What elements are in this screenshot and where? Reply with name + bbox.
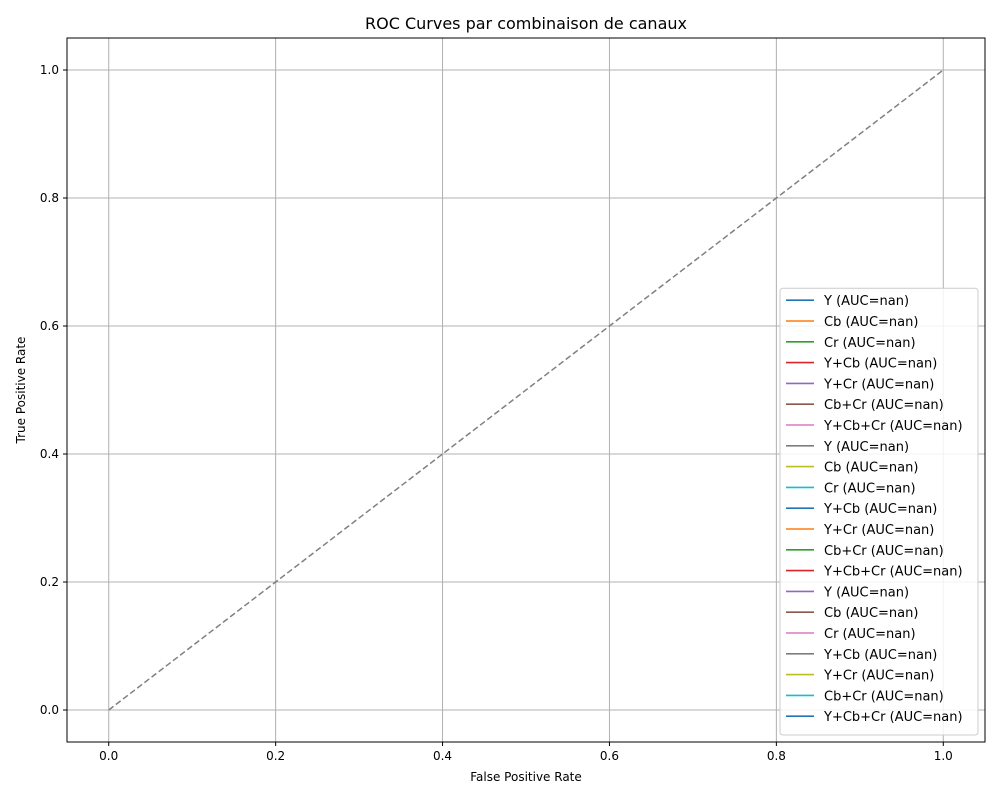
- y-tick-label: 1.0: [40, 63, 59, 77]
- legend-entry: Cb+Cr (AUC=nan): [824, 398, 944, 413]
- legend-entry: Cb+Cr (AUC=nan): [824, 544, 944, 559]
- legend-box: [779, 287, 979, 736]
- legend-entry: Y+Cb+Cr (AUC=nan): [823, 419, 963, 434]
- chart-title: ROC Curves par combinaison de canaux: [365, 14, 687, 33]
- y-tick-label: 0.0: [40, 703, 59, 717]
- legend-entry: Y (AUC=nan): [823, 294, 909, 309]
- x-axis-label: False Positive Rate: [470, 770, 582, 784]
- legend-entry: Y+Cb (AUC=nan): [823, 357, 937, 372]
- legend-entry: Y+Cr (AUC=nan): [823, 669, 934, 684]
- legend-entry: Cb (AUC=nan): [824, 315, 918, 330]
- legend-entry: Cr (AUC=nan): [824, 627, 916, 642]
- legend-entry: Cb+Cr (AUC=nan): [824, 689, 944, 704]
- legend-entry: Y+Cb+Cr (AUC=nan): [823, 565, 963, 580]
- legend-entry: Y+Cb (AUC=nan): [823, 502, 937, 517]
- chance-line: [108, 69, 944, 711]
- legend-entry: Cr (AUC=nan): [824, 336, 916, 351]
- x-tick-label: 0.2: [266, 749, 285, 763]
- y-tick-label: 0.8: [40, 191, 59, 205]
- y-tick-label: 0.4: [40, 447, 59, 461]
- x-tick-label: 0.8: [767, 749, 786, 763]
- x-tick-label: 0.6: [600, 749, 619, 763]
- legend-entry: Cb (AUC=nan): [824, 461, 918, 476]
- legend-entry: Y (AUC=nan): [823, 440, 909, 455]
- y-ticks: 0.0 0.2 0.4 0.6 0.8 1.0: [40, 63, 67, 717]
- x-ticks: 0.0 0.2 0.4 0.6 0.8 1.0: [99, 742, 953, 763]
- x-tick-label: 0.0: [99, 749, 118, 763]
- legend-entry: Y (AUC=nan): [823, 585, 909, 600]
- legend-entry: Y+Cr (AUC=nan): [823, 523, 934, 538]
- plot-frame: [66, 37, 986, 743]
- legend: Y (AUC=nan) Cb (AUC=nan) Cr (AUC=nan) Y+Cb …: [779, 287, 979, 736]
- legend-entry: Cb (AUC=nan): [824, 606, 918, 621]
- y-tick-label: 0.2: [40, 575, 59, 589]
- x-tick-label: 0.4: [433, 749, 452, 763]
- reference-diagonal: [108, 69, 944, 711]
- y-axis-label: True Positive Rate: [14, 337, 28, 445]
- legend-entry: Y+Cb+Cr (AUC=nan): [823, 710, 963, 725]
- legend-entry: Y+Cr (AUC=nan): [823, 377, 934, 392]
- legend-entry: Y+Cb (AUC=nan): [823, 648, 937, 663]
- y-tick-label: 0.6: [40, 319, 59, 333]
- legend-entry: Cr (AUC=nan): [824, 481, 916, 496]
- x-tick-label: 1.0: [934, 749, 953, 763]
